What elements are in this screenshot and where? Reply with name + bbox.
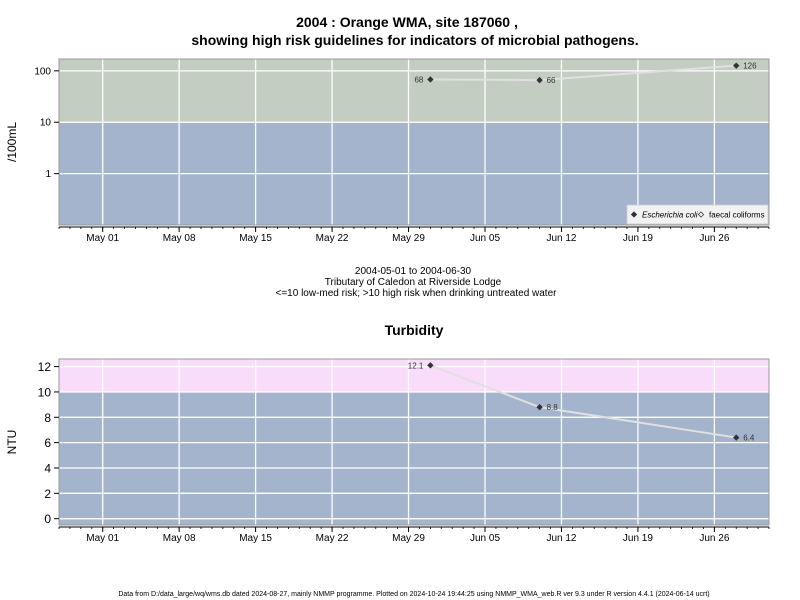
data-label: 6.4 — [743, 434, 755, 443]
data-label: 12.1 — [408, 361, 424, 370]
x-tick-label: May 15 — [239, 533, 272, 544]
microbial-chart: 1 10 100 May 01 May 08 May 15 May 22 May 29 Jun … — [5, 58, 770, 244]
x-tick-label: Jun 05 — [470, 233, 500, 244]
x-tick-label: Jun 12 — [546, 233, 576, 244]
main-title-line2: showing high risk guidelines for indicat… — [191, 32, 638, 48]
data-label: 68 — [414, 75, 423, 84]
legend-marker-ecoli — [630, 211, 638, 218]
high-risk-band — [59, 359, 769, 392]
y-tick-label: 4 — [44, 461, 51, 475]
risk-guideline-text: <=10 low-med risk; >10 high risk when dr… — [276, 288, 558, 299]
legend-marker-faecal — [697, 211, 705, 218]
low-risk-band — [59, 391, 769, 525]
y-tick-label: 1 — [45, 169, 51, 180]
y-tick-label: 0 — [44, 512, 51, 526]
x-tick-label: May 01 — [86, 533, 119, 544]
data-label: 126 — [743, 62, 757, 71]
x-tick-label: May 08 — [163, 533, 196, 544]
data-point — [733, 62, 740, 69]
data-label: 66 — [547, 76, 556, 85]
x-tick-label: May 29 — [392, 533, 425, 544]
x-tick-label: Jun 12 — [546, 533, 576, 544]
data-point — [536, 403, 543, 411]
x-tick-label: May 22 — [316, 233, 349, 244]
data-point — [427, 76, 434, 83]
y-tick-label: 12 — [38, 360, 52, 374]
footer-note: Data from D:/data_large/wq/wms.db dated … — [118, 591, 709, 598]
x-tick-label: Jun 05 — [470, 533, 500, 544]
site-description-text: Tributary of Caledon at Riverside Lodge — [325, 277, 502, 288]
legend-box — [626, 204, 769, 225]
x-tick-label: Jun 26 — [699, 233, 729, 244]
turbidity-chart-title: Turbidity — [385, 322, 444, 338]
date-range-text: 2004-05-01 to 2004-06-30 — [355, 266, 472, 277]
data-point — [733, 434, 740, 441]
high-risk-band — [59, 59, 769, 123]
x-tick-label: Jun 19 — [623, 533, 653, 544]
y-axis-label: /100mL — [5, 122, 19, 162]
y-axis-label: NTU — [5, 430, 19, 455]
y-tick-label: 8 — [44, 411, 51, 425]
y-tick-label: 100 — [34, 66, 51, 77]
x-tick-label: May 22 — [316, 533, 349, 544]
y-tick-label: 10 — [40, 118, 52, 129]
data-point — [536, 76, 543, 84]
x-tick-label: May 08 — [163, 233, 196, 244]
x-tick-label: May 15 — [239, 233, 272, 244]
x-tick-label: May 29 — [392, 233, 425, 244]
legend-label: Escherichia coli — [642, 211, 698, 220]
main-title-line1: 2004 : Orange WMA, site 187060 , — [296, 14, 518, 30]
x-tick-label: Jun 26 — [699, 533, 729, 544]
legend-label: faecal coliforms — [709, 211, 765, 220]
plot-frame — [58, 358, 770, 526]
data-label: 8.8 — [547, 403, 559, 412]
x-tick-label: Jun 19 — [623, 233, 653, 244]
x-tick-label: May 01 — [86, 233, 119, 244]
plot-frame — [58, 58, 770, 226]
y-tick-label: 6 — [44, 436, 51, 450]
data-point — [427, 362, 434, 369]
y-tick-label: 2 — [44, 487, 51, 501]
y-tick-label: 10 — [38, 385, 52, 399]
turbidity-chart: 0 2 4 6 8 10 12 May 01 May 08 May 15 May 22 May 29 J… — [5, 358, 770, 544]
